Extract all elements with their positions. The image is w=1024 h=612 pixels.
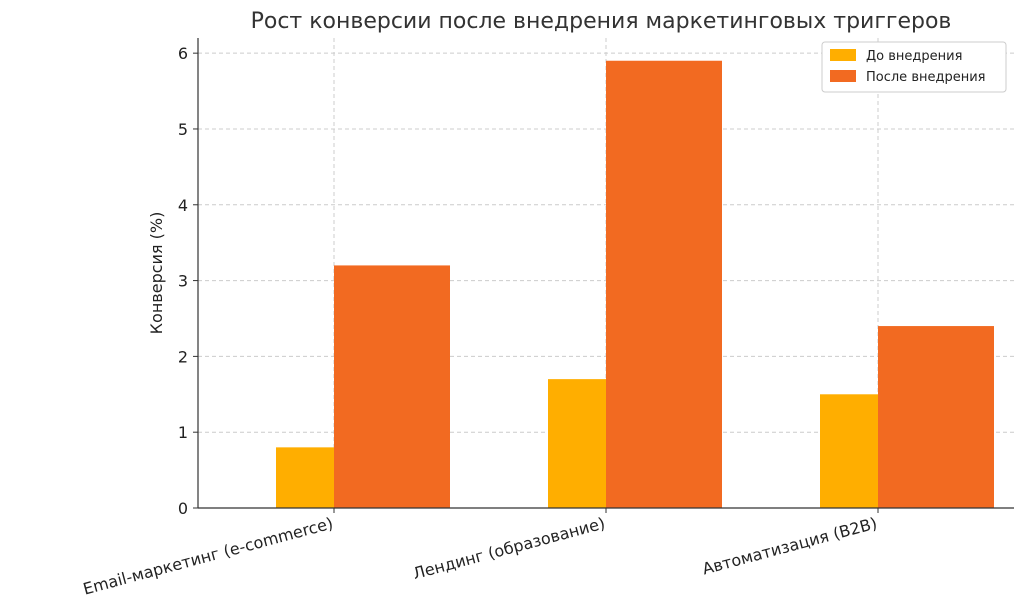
y-tick-label-0: 0 bbox=[178, 499, 188, 518]
bar-series1-cat1 bbox=[606, 60, 722, 508]
y-tick-label-1: 1 bbox=[178, 423, 188, 442]
legend-label-after: После внедрения bbox=[866, 70, 985, 85]
y-tick-label-2: 2 bbox=[178, 347, 188, 366]
bar-series0-cat2 bbox=[820, 394, 878, 508]
legend-swatch-before bbox=[830, 49, 856, 61]
bar-series0-cat1 bbox=[548, 379, 606, 508]
bar-series1-cat0 bbox=[334, 265, 450, 508]
y-tick-label-5: 5 bbox=[178, 120, 188, 139]
x-tick-label-2: Автоматизация (B2B) bbox=[700, 514, 879, 579]
labels-layer: 0 1 2 3 4 5 6 Email-маркетинг (e-commerce) Ленди… bbox=[81, 44, 879, 598]
legend: До внедрения После внедрения bbox=[821, 41, 1007, 93]
y-axis-label: Конверсия (%) bbox=[147, 212, 166, 335]
axes-layer bbox=[193, 38, 1014, 513]
bars-layer bbox=[276, 60, 994, 508]
x-tick-label-1: Лендинг (образование) bbox=[411, 514, 607, 584]
legend-label-before: До внедрения bbox=[866, 49, 962, 64]
y-tick-label-3: 3 bbox=[178, 272, 188, 291]
legend-frame bbox=[821, 41, 1007, 93]
y-tick-label-4: 4 bbox=[178, 196, 188, 215]
bar-series0-cat0 bbox=[276, 447, 334, 508]
bar-series1-cat2 bbox=[878, 326, 994, 508]
chart-title: Рост конверсии после внедрения маркетинг… bbox=[251, 9, 952, 34]
x-tick-label-0: Email-маркетинг (e-commerce) bbox=[81, 514, 335, 599]
y-tick-label-6: 6 bbox=[178, 44, 188, 63]
legend-swatch-after bbox=[830, 70, 856, 82]
